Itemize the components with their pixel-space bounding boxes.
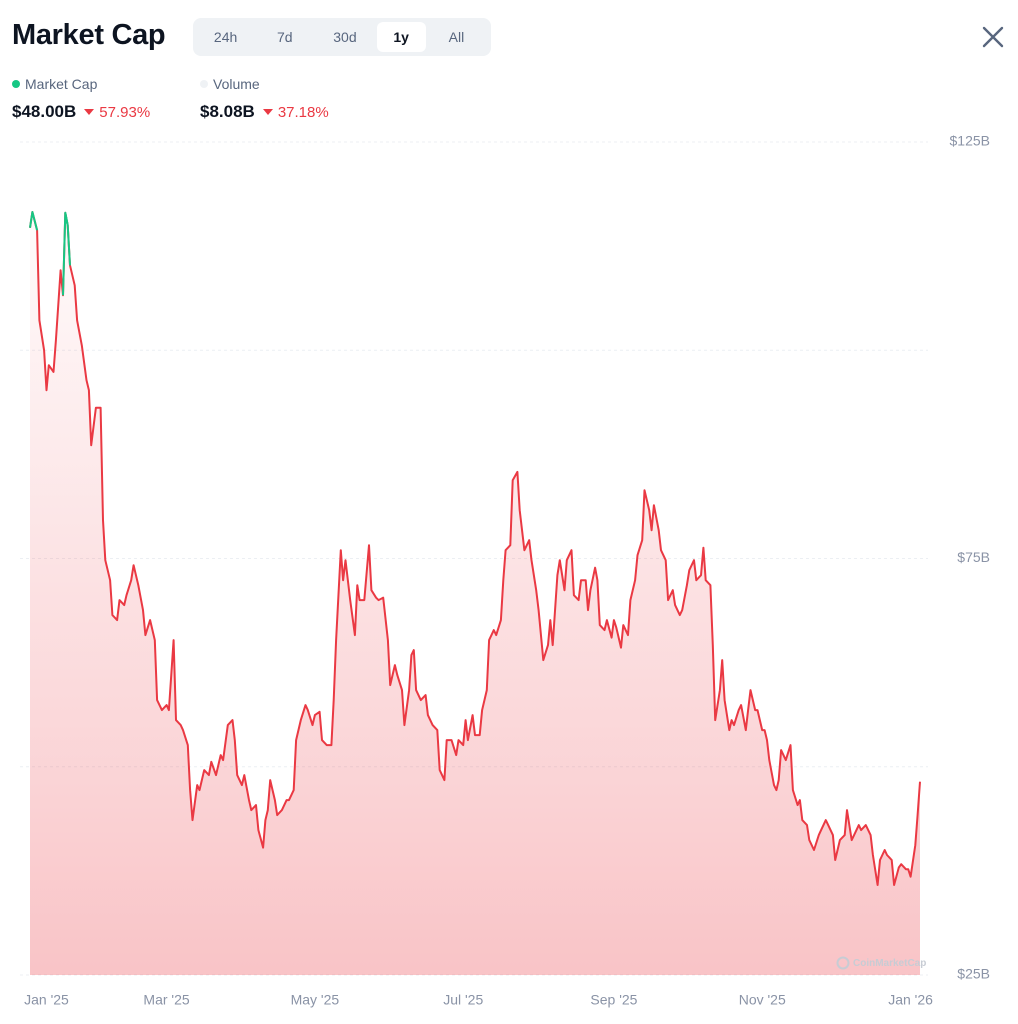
down-arrow xyxy=(84,109,95,115)
stat-value: $48.00B xyxy=(12,102,77,121)
range-tab[interactable]: 30d xyxy=(333,29,357,45)
stat-label: Volume xyxy=(213,76,260,92)
x-tick-label: Jan '25 xyxy=(24,992,69,1008)
x-tick-label: Jul '25 xyxy=(443,992,483,1008)
x-tick-label: May '25 xyxy=(291,992,340,1008)
stat-value: $8.08B xyxy=(200,102,255,121)
x-tick-label: Mar '25 xyxy=(143,992,189,1008)
stat-row: $48.00B 57.93% xyxy=(12,102,150,122)
stat: Volume $8.08B 37.18% xyxy=(200,76,329,122)
y-tick-label: $125B xyxy=(950,133,990,149)
range-tab[interactable]: 1y xyxy=(376,22,426,52)
range-tab[interactable]: All xyxy=(448,29,465,45)
y-tick-label: $25B xyxy=(957,966,990,982)
range-tabs: 24h 7d 30d 1y All xyxy=(193,18,491,56)
line-up-segment xyxy=(64,212,71,266)
line-up-segment xyxy=(29,211,39,231)
area xyxy=(30,212,920,975)
close-button[interactable] xyxy=(980,24,1006,50)
y-tick-label: $75B xyxy=(957,549,990,565)
x-tick-label: Jan '26 xyxy=(888,992,933,1008)
stat-label-row: Volume xyxy=(200,76,329,92)
stat-change: 37.18% xyxy=(262,103,329,121)
stat-row: $8.08B 37.18% xyxy=(200,102,329,122)
x-tick-label: Sep '25 xyxy=(590,992,637,1008)
range-tab[interactable]: 24h xyxy=(213,29,238,45)
line xyxy=(29,211,921,886)
close-icon xyxy=(982,26,1004,48)
stat-label: Market Cap xyxy=(25,76,98,92)
legend-dot xyxy=(200,80,208,88)
stat-label-row: Market Cap xyxy=(12,76,150,92)
stat: Market Cap $48.00B 57.93% xyxy=(12,76,150,122)
watermark: CoinMarketCap xyxy=(836,956,926,970)
watermark-text: CoinMarketCap xyxy=(853,957,927,969)
down-arrow xyxy=(262,109,273,115)
range-tab[interactable]: 7d xyxy=(276,29,293,45)
stat-change: 57.93% xyxy=(84,104,150,121)
watermark-logo xyxy=(836,956,850,970)
x-tick-label: Nov '25 xyxy=(739,992,786,1008)
title: Market Cap xyxy=(12,19,166,51)
stat-change-value: 57.93% xyxy=(99,103,151,121)
stat-change-value: 37.18% xyxy=(277,103,329,121)
legend-dot xyxy=(12,80,20,88)
